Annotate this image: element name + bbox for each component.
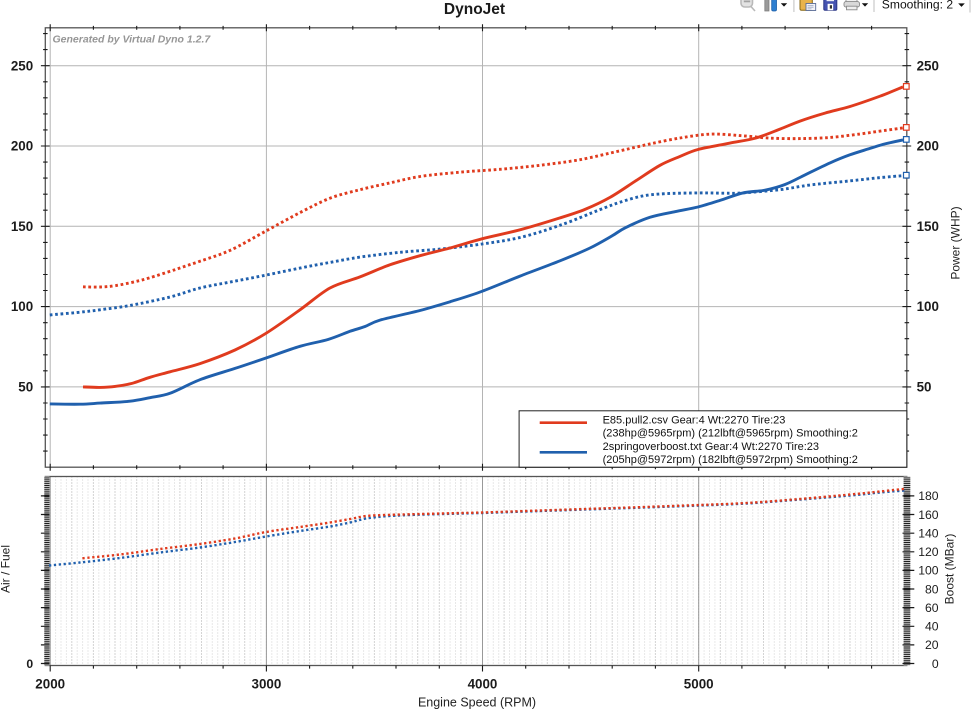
svg-text:Engine Speed (RPM): Engine Speed (RPM) [418,696,536,710]
svg-text:250: 250 [11,58,33,73]
svg-text:5000: 5000 [684,677,714,692]
svg-text:(238hp@5965rpm) (212lbft@5965r: (238hp@5965rpm) (212lbft@5965rpm) Smooth… [603,428,858,440]
svg-text:40: 40 [925,620,939,634]
svg-text:3000: 3000 [252,677,282,692]
svg-text:150: 150 [917,219,939,234]
svg-text:Generated by Virtual Dyno 1.2.: Generated by Virtual Dyno 1.2.7 [53,34,212,46]
svg-text:250: 250 [917,58,939,73]
svg-text:0: 0 [932,657,939,671]
svg-text:50: 50 [18,380,33,395]
svg-text:0: 0 [26,657,33,671]
svg-text:100: 100 [918,564,939,578]
svg-text:20: 20 [925,638,939,652]
svg-text:(205hp@5972rpm) (182lbft@5972r: (205hp@5972rpm) (182lbft@5972rpm) Smooth… [603,454,858,466]
svg-text:DynoJet: DynoJet [444,1,505,18]
svg-text:Air / Fuel: Air / Fuel [0,545,13,593]
svg-text:180: 180 [918,489,939,503]
svg-text:140: 140 [918,527,939,541]
svg-text:Smoothing: 2: Smoothing: 2 [882,0,954,12]
svg-text:100: 100 [917,299,939,314]
svg-text:E85.pull2.csv Gear:4 Wt:2270 T: E85.pull2.csv Gear:4 Wt:2270 Tire:23 [603,414,786,426]
svg-text:4000: 4000 [468,677,498,692]
svg-text:60: 60 [925,601,939,615]
svg-text:50: 50 [917,380,932,395]
svg-text:Boost (MBar): Boost (MBar) [943,534,957,605]
svg-text:200: 200 [917,139,939,154]
svg-text:120: 120 [918,545,939,559]
svg-text:150: 150 [11,219,33,234]
svg-text:160: 160 [918,508,939,522]
svg-text:Power (WHP): Power (WHP) [949,206,963,279]
svg-text:2000: 2000 [35,677,65,692]
svg-text:200: 200 [11,139,33,154]
svg-text:2springoverboost.txt Gear:4 Wt: 2springoverboost.txt Gear:4 Wt:2270 Tire… [603,441,819,453]
svg-text:100: 100 [11,299,33,314]
svg-text:80: 80 [925,582,939,596]
